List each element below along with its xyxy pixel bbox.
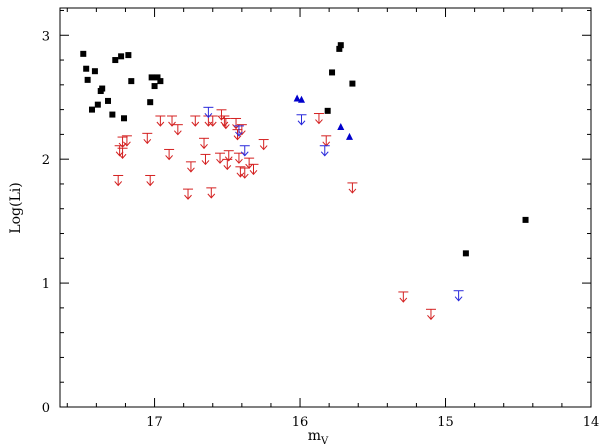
plot-frame [59, 7, 592, 408]
upper-limit-point [239, 167, 250, 179]
data-points [80, 42, 529, 321]
upper-limit-point [172, 124, 183, 136]
upper-limit-point [313, 113, 324, 125]
y-axis-title: Log(Li) [8, 182, 24, 233]
upper-limit-point [347, 182, 358, 194]
upper-limit-point [164, 148, 175, 161]
y-tick-label: 2 [42, 153, 50, 168]
square-point [80, 50, 87, 57]
upper-limit-point [190, 115, 201, 127]
square-point [118, 53, 125, 60]
square-point [105, 97, 112, 104]
triangle-point [346, 132, 354, 140]
square-point [83, 65, 90, 72]
upper-limit-point [219, 115, 230, 127]
square-point [112, 57, 119, 64]
upper-limit-point [117, 136, 128, 148]
triangle-point [293, 94, 301, 102]
upper-limit-point [258, 139, 269, 151]
upper-limit-point [215, 152, 226, 164]
triangle-point [297, 95, 305, 103]
square-point [89, 106, 96, 113]
x-tick-label: 16 [292, 415, 309, 430]
upper-limit-point [425, 308, 436, 321]
upper-limit-point [200, 153, 211, 166]
upper-limit-point [319, 145, 330, 157]
upper-limit-point [248, 163, 259, 176]
upper-limit-point [155, 115, 166, 127]
x-tick-label: 15 [437, 415, 454, 430]
upper-limit-point [183, 188, 194, 200]
upper-limit-point [117, 147, 128, 159]
upper-limit-point [296, 114, 307, 126]
square-point [349, 80, 356, 87]
upper-limit-point [244, 157, 255, 169]
upper-limit-point [167, 115, 178, 127]
upper-limit-point [231, 117, 242, 130]
square-point [154, 74, 161, 81]
upper-limit-point [113, 174, 124, 187]
square-point [151, 83, 158, 90]
square-point [109, 111, 116, 118]
square-point [84, 76, 91, 83]
upper-limit-point [398, 291, 409, 303]
square-point [157, 78, 164, 85]
y-tick-label: 3 [42, 29, 50, 44]
upper-limit-point [239, 145, 250, 157]
upper-limit-point [199, 137, 210, 150]
triangle-point [337, 122, 345, 130]
upper-limit-point [206, 187, 217, 199]
square-point [462, 250, 469, 257]
x-tick-label: 14 [583, 415, 600, 430]
y-tick-label: 1 [42, 277, 50, 292]
square-point [324, 107, 331, 114]
upper-limit-point [222, 158, 233, 171]
square-point [329, 69, 336, 76]
square-point [94, 101, 101, 108]
upper-limit-point [233, 125, 244, 137]
upper-limit-point [185, 161, 196, 173]
axis-ticks [60, 8, 592, 408]
x-tick-label: 17 [146, 415, 163, 430]
upper-limit-point [145, 174, 156, 187]
square-point [91, 68, 98, 75]
upper-limit-point [223, 150, 234, 162]
upper-limit-point [203, 106, 214, 119]
square-point [121, 115, 128, 122]
upper-limit-point [453, 290, 464, 302]
square-point [337, 42, 344, 49]
axis-tick-labels: 17 16 15 14 0 1 2 3 [42, 29, 600, 430]
upper-limit-point [142, 132, 153, 145]
square-point [522, 216, 529, 223]
square-point [148, 74, 155, 81]
square-point [336, 45, 343, 52]
upper-limit-point [233, 152, 244, 164]
y-tick-label: 0 [42, 401, 50, 416]
upper-limit-point [220, 117, 231, 130]
square-point [99, 85, 106, 92]
upper-limit-point [321, 135, 332, 147]
square-point [128, 78, 135, 85]
x-axis-title: mV [308, 428, 329, 444]
square-point [147, 99, 154, 106]
upper-limit-point [121, 135, 132, 147]
square-point [125, 52, 132, 59]
